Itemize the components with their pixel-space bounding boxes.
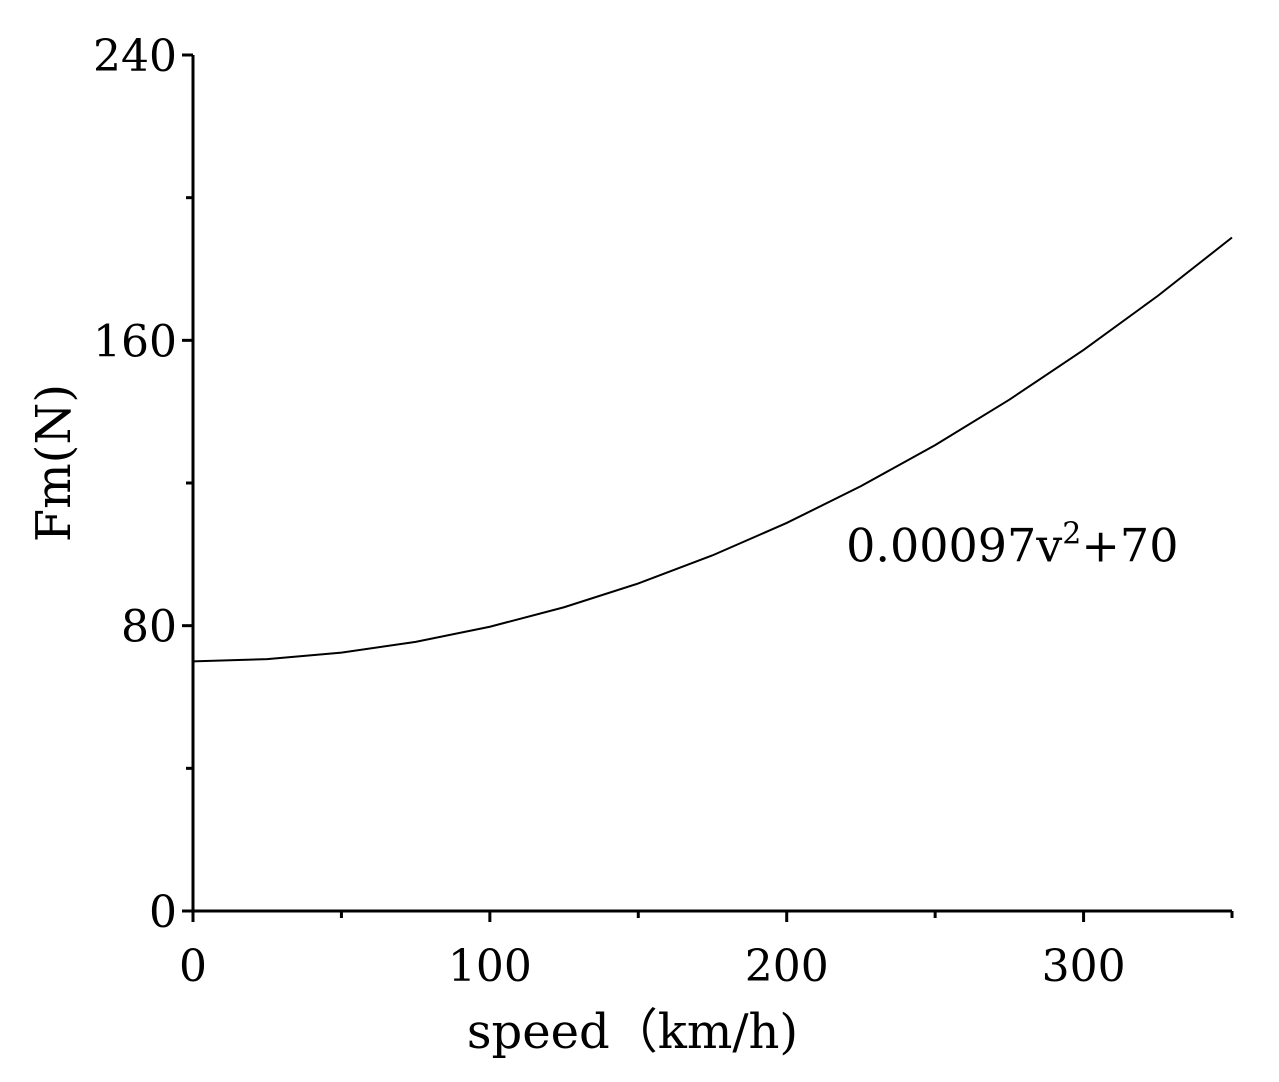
x-axis-label: speed（km/h) [467,1004,798,1060]
y-tick-label: 240 [93,31,177,82]
equation-base: 0.00097v [846,518,1062,572]
equation-tail: +70 [1081,518,1178,572]
y-tick-label: 160 [93,316,177,367]
series-line [192,236,1233,663]
equation-superscript: 2 [1062,516,1081,551]
x-tick-label: 300 [1042,941,1126,992]
y-tick-label: 80 [121,602,177,653]
ticks-layer: 0 100 200 300 0 80 160 240 [93,31,1234,992]
x-tick-label: 0 [179,941,207,992]
y-tick-label: 0 [149,887,177,938]
x-tick-label: 200 [745,941,829,992]
equation-annotation: 0.00097v2+70 [846,516,1178,572]
y-axis-label: Fm(N) [26,384,82,542]
x-tick-label: 100 [448,941,532,992]
